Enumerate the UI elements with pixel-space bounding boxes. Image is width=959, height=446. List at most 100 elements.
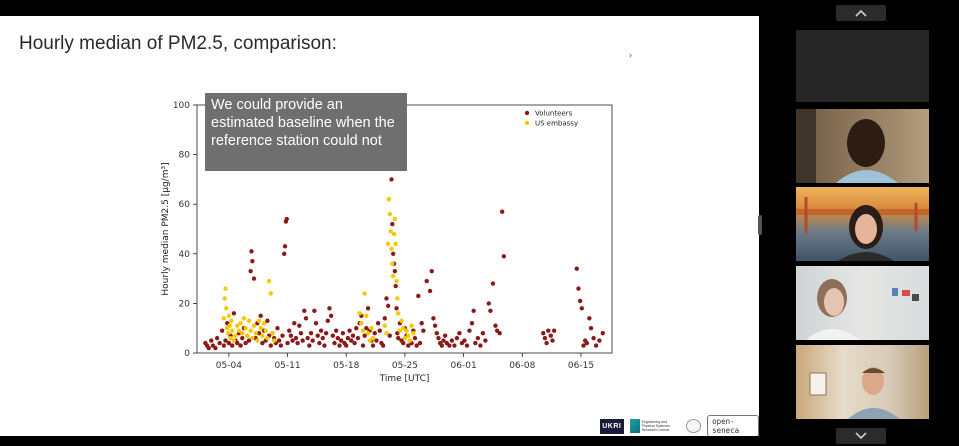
us-embassy-point bbox=[386, 197, 392, 202]
volunteers-point bbox=[350, 333, 356, 338]
volunteers-point bbox=[221, 343, 227, 348]
us-embassy-point bbox=[258, 326, 263, 331]
volunteers-point bbox=[414, 343, 419, 348]
volunteers-point bbox=[475, 335, 481, 341]
volunteers-point bbox=[340, 330, 346, 336]
us-embassy-point bbox=[240, 330, 245, 336]
video-tile-empty[interactable] bbox=[796, 30, 929, 102]
volunteers-point bbox=[432, 323, 438, 328]
volunteers-point bbox=[265, 318, 270, 323]
volunteers-point bbox=[288, 333, 294, 338]
volunteers-point bbox=[497, 330, 502, 336]
volunteers-point bbox=[370, 343, 376, 348]
volunteers-point bbox=[260, 340, 265, 346]
volunteers-point bbox=[282, 244, 288, 249]
volunteers-point bbox=[323, 330, 329, 336]
volunteers-point bbox=[307, 343, 312, 348]
volunteers-point bbox=[544, 340, 549, 346]
participant-avatar bbox=[809, 367, 900, 419]
scroll-down-button[interactable] bbox=[836, 428, 886, 444]
us-embassy-point bbox=[399, 318, 404, 323]
volunteers-point bbox=[390, 251, 396, 256]
volunteers-point bbox=[439, 343, 445, 348]
volunteers-point bbox=[416, 293, 421, 299]
volunteers-point bbox=[574, 266, 579, 271]
sponsor-logos: UKRI Engineering and Physical Sciences R… bbox=[600, 415, 759, 436]
us-embassy-point bbox=[394, 278, 399, 284]
x-axis-label: Time [UTC] bbox=[379, 374, 430, 384]
volunteers-point bbox=[308, 330, 314, 336]
volunteers-point bbox=[258, 313, 263, 318]
volunteers-point bbox=[462, 338, 467, 343]
volunteers-point bbox=[310, 338, 315, 343]
volunteers-point bbox=[490, 281, 496, 286]
y-tick-label: 20 bbox=[179, 299, 191, 309]
us-embassy-point bbox=[226, 313, 232, 318]
panel-resize-handle[interactable] bbox=[758, 215, 762, 235]
volunteers-point bbox=[457, 330, 462, 336]
us-embassy-point bbox=[390, 261, 395, 266]
us-embassy-point bbox=[362, 291, 367, 296]
volunteers-point bbox=[394, 306, 399, 311]
stray-mark: › bbox=[629, 50, 632, 60]
volunteers-point bbox=[213, 345, 218, 351]
volunteers-point bbox=[243, 340, 248, 346]
volunteers-point bbox=[364, 326, 369, 331]
us-embassy-point bbox=[263, 328, 268, 333]
volunteers-point bbox=[593, 343, 599, 348]
us-embassy-point bbox=[261, 321, 267, 326]
legend-marker bbox=[524, 110, 530, 116]
us-embassy-point bbox=[270, 330, 275, 336]
volunteers-point bbox=[251, 276, 257, 281]
us-embassy-point bbox=[246, 318, 252, 323]
slide-title: Hourly median of PM2.5, comparison: bbox=[19, 33, 337, 54]
us-embassy-point bbox=[227, 323, 232, 328]
volunteers-point bbox=[467, 328, 472, 333]
us-embassy-point bbox=[229, 318, 234, 323]
volunteers-point bbox=[238, 343, 243, 348]
participant-avatar bbox=[796, 197, 929, 261]
us-embassy-point bbox=[365, 330, 371, 336]
us-embassy-point bbox=[390, 273, 396, 279]
open-seneca-logo: open-seneca bbox=[707, 415, 759, 436]
volunteers-point bbox=[541, 330, 546, 336]
volunteers-point bbox=[449, 338, 455, 343]
volunteers-point bbox=[483, 338, 488, 343]
volunteers-point bbox=[392, 268, 398, 274]
video-tile-participant[interactable] bbox=[796, 187, 929, 261]
volunteers-point bbox=[235, 340, 240, 346]
volunteers-point bbox=[349, 338, 354, 343]
volunteers-point bbox=[330, 333, 336, 338]
us-embassy-point bbox=[411, 330, 416, 336]
volunteers-point bbox=[328, 313, 334, 318]
us-embassy-point bbox=[409, 323, 414, 328]
us-embassy-point bbox=[406, 333, 411, 338]
scroll-up-button[interactable] bbox=[836, 5, 886, 21]
us-embassy-point bbox=[223, 286, 228, 291]
volunteers-point bbox=[591, 335, 596, 341]
us-embassy-point bbox=[388, 229, 393, 234]
us-embassy-point bbox=[271, 338, 277, 343]
volunteers-point bbox=[325, 318, 330, 323]
volunteers-point bbox=[248, 268, 253, 274]
us-embassy-point bbox=[221, 316, 227, 321]
volunteers-point bbox=[312, 308, 317, 314]
video-tile-participant[interactable] bbox=[796, 109, 929, 183]
us-embassy-point bbox=[392, 216, 398, 222]
us-embassy-point bbox=[241, 316, 247, 321]
volunteers-point bbox=[396, 335, 401, 341]
ukri-logo: UKRI bbox=[600, 418, 624, 434]
volunteers-point bbox=[280, 333, 285, 338]
us-embassy-point bbox=[385, 241, 391, 247]
y-tick-label: 40 bbox=[179, 250, 191, 260]
us-embassy-point bbox=[387, 211, 393, 217]
chevron-down-icon bbox=[855, 432, 867, 440]
volunteers-point bbox=[436, 335, 441, 341]
video-tile-participant[interactable] bbox=[796, 266, 929, 340]
video-tile-participant[interactable] bbox=[796, 345, 929, 419]
volunteers-point bbox=[401, 340, 406, 346]
us-embassy-point bbox=[397, 328, 403, 333]
volunteers-point bbox=[380, 343, 386, 348]
volunteers-point bbox=[322, 343, 327, 348]
epsrc-logo: Engineering and Physical Sciences Resear… bbox=[629, 419, 680, 433]
